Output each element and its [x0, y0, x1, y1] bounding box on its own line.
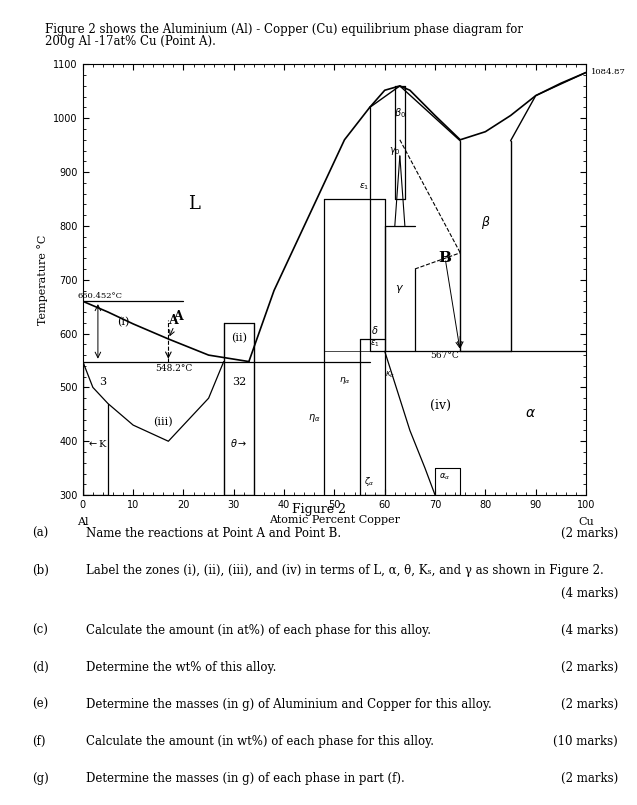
- Text: $\gamma$: $\gamma$: [396, 283, 404, 295]
- Text: 567°C: 567°C: [430, 351, 459, 360]
- Text: Cu: Cu: [578, 518, 594, 527]
- Text: $\delta$: $\delta$: [371, 324, 378, 336]
- Text: Calculate the amount (in wt%) of each phase for this alloy.: Calculate the amount (in wt%) of each ph…: [86, 735, 434, 748]
- Text: (4 marks): (4 marks): [561, 587, 618, 600]
- Text: 32: 32: [232, 378, 246, 387]
- X-axis label: Atomic Percent Copper: Atomic Percent Copper: [269, 515, 400, 526]
- Text: $\alpha_\alpha$: $\alpha_\alpha$: [440, 472, 451, 482]
- Text: $\gamma_0$: $\gamma_0$: [389, 145, 401, 157]
- Text: (10 marks): (10 marks): [553, 735, 618, 748]
- Text: $\kappa_\alpha$: $\kappa_\alpha$: [385, 369, 395, 380]
- Text: (2 marks): (2 marks): [561, 772, 618, 785]
- Text: (iii): (iii): [154, 417, 173, 427]
- Text: $\alpha$: $\alpha$: [526, 406, 536, 420]
- Text: 1084.87: 1084.87: [591, 68, 626, 76]
- Text: (4 marks): (4 marks): [561, 624, 618, 637]
- Text: (e): (e): [32, 698, 48, 711]
- Text: 660.452°C: 660.452°C: [78, 291, 123, 299]
- Text: $\leftarrow$K: $\leftarrow$K: [87, 438, 109, 448]
- Text: (b): (b): [32, 564, 48, 577]
- Text: 200g Al -17at% Cu (Point A).: 200g Al -17at% Cu (Point A).: [45, 35, 215, 47]
- Text: Name the reactions at Point A and Point B.: Name the reactions at Point A and Point …: [86, 527, 341, 540]
- Text: (a): (a): [32, 527, 48, 540]
- Text: 3: 3: [99, 378, 106, 387]
- Text: (ii): (ii): [231, 333, 247, 344]
- Text: Determine the masses (in g) of each phase in part (f).: Determine the masses (in g) of each phas…: [86, 772, 404, 785]
- Text: $\zeta_\alpha$: $\zeta_\alpha$: [364, 475, 375, 489]
- Text: Figure 2 shows the Aluminium (Al) - Copper (Cu) equilibrium phase diagram for: Figure 2 shows the Aluminium (Al) - Copp…: [45, 23, 522, 35]
- Text: $\varepsilon_1$: $\varepsilon_1$: [370, 338, 380, 349]
- Text: $\theta\rightarrow$: $\theta\rightarrow$: [230, 436, 248, 448]
- Text: B: B: [439, 251, 452, 265]
- Text: $\eta_\alpha$: $\eta_\alpha$: [339, 375, 350, 386]
- Text: Al: Al: [77, 518, 89, 527]
- Text: (f): (f): [32, 735, 45, 748]
- Text: $\beta$: $\beta$: [480, 214, 490, 231]
- Text: A: A: [169, 314, 178, 327]
- Text: Determine the masses (in g) of Aluminium and Copper for this alloy.: Determine the masses (in g) of Aluminium…: [86, 698, 492, 711]
- Text: $\beta_0$: $\beta_0$: [394, 105, 406, 120]
- Text: (2 marks): (2 marks): [561, 698, 618, 711]
- Text: $\eta_\alpha$: $\eta_\alpha$: [308, 411, 320, 423]
- Text: $\varepsilon_1$: $\varepsilon_1$: [359, 181, 370, 192]
- Text: (2 marks): (2 marks): [561, 527, 618, 540]
- Text: (c): (c): [32, 624, 48, 637]
- Text: Determine the wt% of this alloy.: Determine the wt% of this alloy.: [86, 661, 276, 674]
- Text: (i): (i): [117, 317, 129, 328]
- Text: 548.2°C: 548.2°C: [155, 364, 192, 374]
- Text: (d): (d): [32, 661, 48, 674]
- Text: (g): (g): [32, 772, 48, 785]
- Text: Figure 2: Figure 2: [292, 503, 345, 516]
- Text: Calculate the amount (in at%) of each phase for this alloy.: Calculate the amount (in at%) of each ph…: [86, 624, 431, 637]
- Text: L: L: [187, 196, 199, 213]
- Text: (iv): (iv): [429, 399, 450, 412]
- Text: Label the zones (i), (ii), (iii), and (iv) in terms of L, α, θ, Kₛ, and γ as sho: Label the zones (i), (ii), (iii), and (i…: [86, 564, 604, 577]
- Y-axis label: Temperature °C: Temperature °C: [37, 234, 48, 325]
- Text: A: A: [169, 310, 183, 336]
- Text: (2 marks): (2 marks): [561, 661, 618, 674]
